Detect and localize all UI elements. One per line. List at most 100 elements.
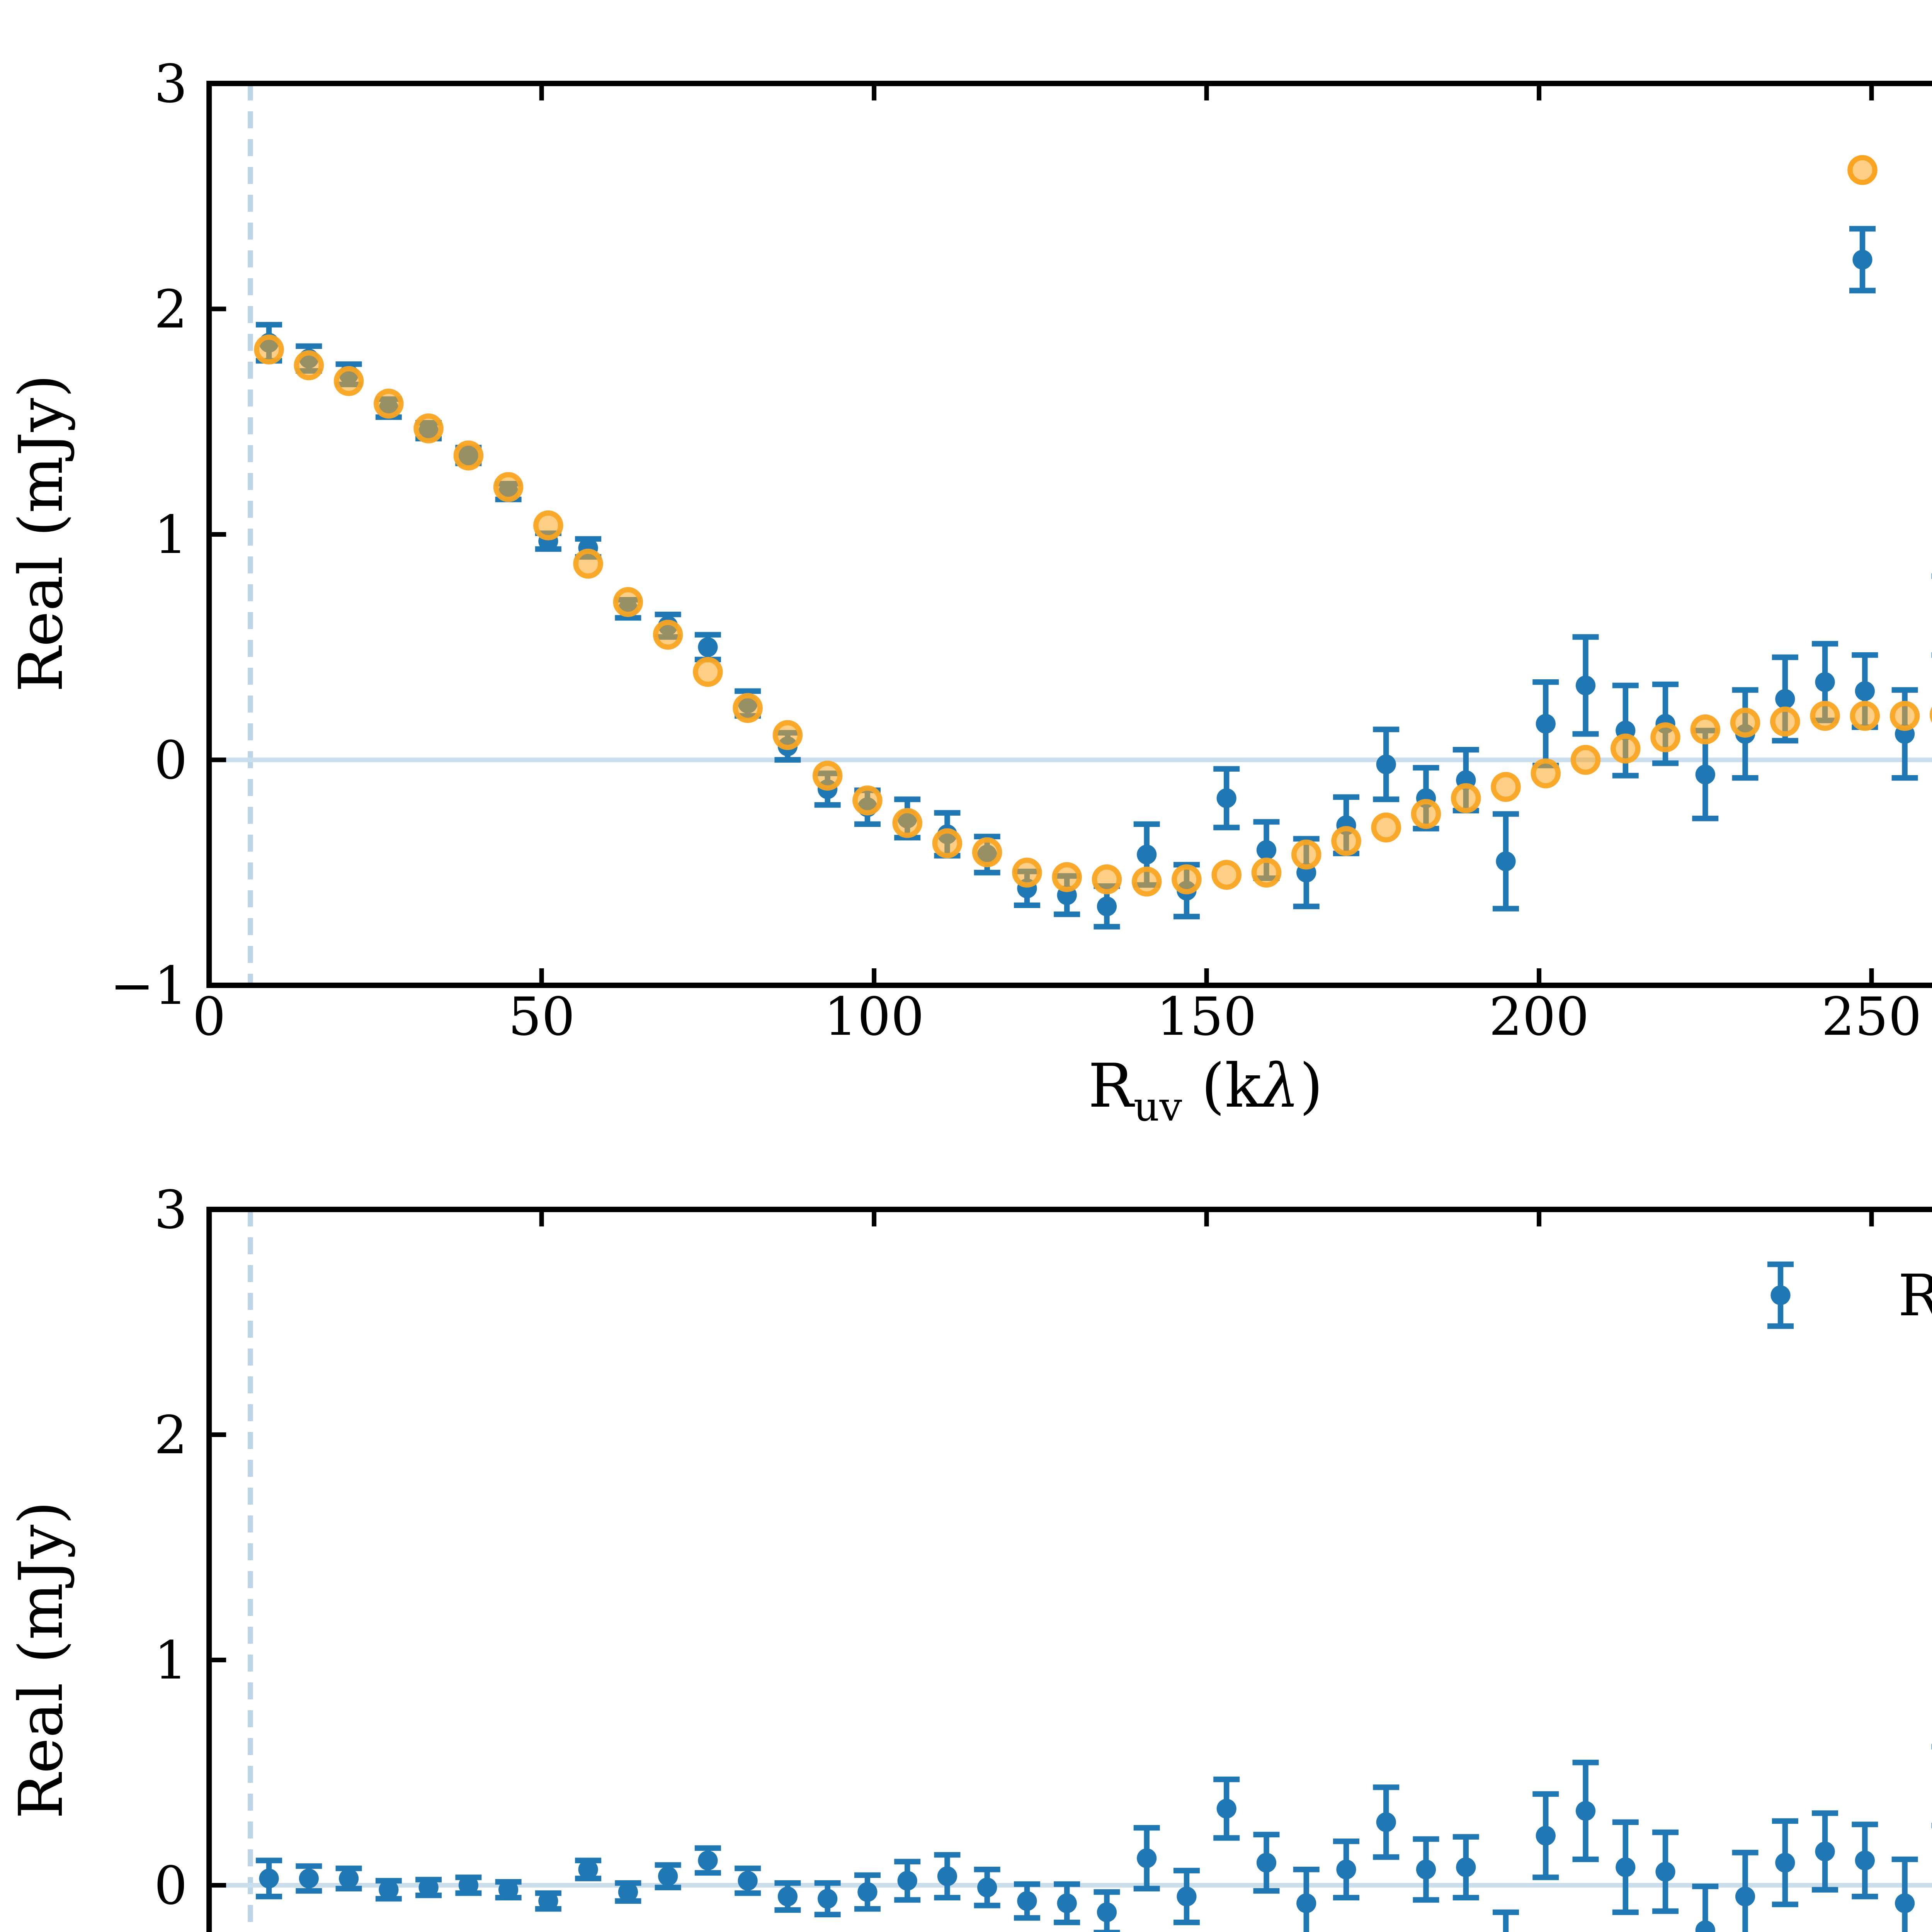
model-point bbox=[1371, 812, 1401, 843]
residuals-point bbox=[379, 1880, 399, 1900]
model-point bbox=[1251, 857, 1282, 888]
model-point bbox=[733, 693, 763, 723]
bottom-legend: Residuals bbox=[1767, 1261, 1932, 1329]
model-point bbox=[1172, 864, 1202, 895]
model-point bbox=[453, 440, 484, 471]
residuals-point bbox=[578, 1859, 598, 1879]
residuals-point bbox=[1137, 1848, 1157, 1868]
model-point bbox=[1690, 714, 1721, 745]
x-tick-label: 150 bbox=[1156, 986, 1257, 1048]
y-tick-label: 1 bbox=[154, 505, 188, 566]
data-point bbox=[1815, 672, 1835, 692]
model-point bbox=[693, 657, 723, 687]
data-point bbox=[1097, 896, 1117, 917]
x-tick-label: 200 bbox=[1489, 986, 1589, 1048]
x-tick-label: 0 bbox=[192, 986, 226, 1048]
residuals-point bbox=[1336, 1859, 1356, 1879]
model-point bbox=[1291, 839, 1321, 870]
legend-marker-residuals bbox=[1770, 1285, 1791, 1305]
bottom-ylabel: Real (mJy) bbox=[6, 1501, 76, 1819]
legend-marker-model bbox=[1847, 155, 1878, 185]
model-point bbox=[254, 334, 284, 365]
data-point bbox=[1536, 714, 1556, 734]
residuals-point bbox=[1456, 1857, 1476, 1877]
residuals-point bbox=[338, 1868, 359, 1889]
series-residuals bbox=[256, 1744, 1932, 1932]
model-point bbox=[1012, 857, 1042, 888]
residuals-point bbox=[1017, 1891, 1037, 1911]
model-point bbox=[1092, 864, 1122, 895]
residuals-point bbox=[738, 1871, 758, 1891]
residuals-point bbox=[498, 1880, 519, 1900]
residuals-point bbox=[777, 1886, 798, 1906]
residuals-point bbox=[1735, 1886, 1755, 1906]
residuals-point bbox=[1536, 1826, 1556, 1846]
residuals-point bbox=[1815, 1841, 1835, 1862]
y-tick-label: 3 bbox=[154, 1180, 188, 1241]
data-point bbox=[698, 637, 718, 657]
series-data bbox=[256, 322, 1932, 930]
model-point bbox=[1810, 701, 1840, 731]
top-ylabel: Real (mJy) bbox=[6, 374, 76, 692]
residuals-point bbox=[1256, 1853, 1277, 1873]
residuals-point bbox=[299, 1868, 319, 1889]
model-point bbox=[1131, 866, 1162, 897]
legend-label-residuals: Residuals bbox=[1898, 1262, 1932, 1329]
y-tick-label: 0 bbox=[154, 730, 188, 791]
x-tick-label: 50 bbox=[508, 986, 575, 1048]
panel-border bbox=[206, 1207, 1932, 1932]
x-tick-label: 100 bbox=[824, 986, 924, 1048]
residuals-point bbox=[897, 1871, 917, 1891]
model-point bbox=[812, 760, 843, 791]
residuals-point bbox=[618, 1882, 638, 1902]
residuals-point bbox=[818, 1889, 838, 1909]
data-point bbox=[1775, 689, 1795, 709]
residuals-point bbox=[977, 1878, 997, 1898]
y-tick-label: 1 bbox=[154, 1630, 188, 1691]
model-point bbox=[1211, 860, 1242, 890]
model-point bbox=[1531, 758, 1561, 789]
residuals-point bbox=[698, 1850, 718, 1871]
model-point bbox=[1411, 799, 1441, 829]
residuals-point bbox=[937, 1866, 957, 1886]
data-point bbox=[1256, 840, 1277, 860]
model-point bbox=[653, 619, 683, 650]
residuals-point bbox=[1376, 1812, 1396, 1832]
model-point bbox=[892, 808, 922, 838]
data-point bbox=[1695, 764, 1715, 785]
model-point bbox=[1730, 707, 1760, 738]
residuals-point bbox=[1695, 1920, 1715, 1932]
y-tick-label: 2 bbox=[154, 1405, 188, 1466]
model-point bbox=[613, 587, 643, 617]
model-point bbox=[573, 549, 603, 579]
data-point bbox=[1137, 844, 1157, 865]
model-point bbox=[1451, 783, 1481, 813]
series-model bbox=[254, 334, 1932, 897]
residuals-point bbox=[1655, 1862, 1675, 1882]
residuals-point bbox=[1416, 1859, 1436, 1879]
residuals-point bbox=[1775, 1853, 1795, 1873]
data-point bbox=[1376, 754, 1396, 774]
model-point bbox=[333, 366, 364, 396]
y-tick-label: −1 bbox=[110, 956, 187, 1017]
model-point bbox=[1650, 722, 1680, 752]
model-point bbox=[772, 720, 803, 750]
residuals-point bbox=[658, 1866, 678, 1886]
residuals-point bbox=[1616, 1857, 1636, 1877]
x-tick-label: 250 bbox=[1821, 986, 1922, 1048]
residuals-point bbox=[538, 1891, 558, 1911]
model-point bbox=[1052, 862, 1082, 892]
model-point bbox=[1491, 772, 1521, 802]
top-legend: Model Data bbox=[1847, 155, 1878, 294]
y-tick-label: 0 bbox=[154, 1855, 188, 1917]
model-point bbox=[1331, 826, 1361, 856]
data-point bbox=[1216, 788, 1236, 808]
y-tick-label: 2 bbox=[154, 279, 188, 340]
model-point bbox=[1770, 706, 1800, 737]
model-point bbox=[1850, 701, 1880, 731]
model-point bbox=[294, 350, 324, 381]
panel-border bbox=[206, 81, 1932, 988]
model-point bbox=[493, 472, 524, 502]
